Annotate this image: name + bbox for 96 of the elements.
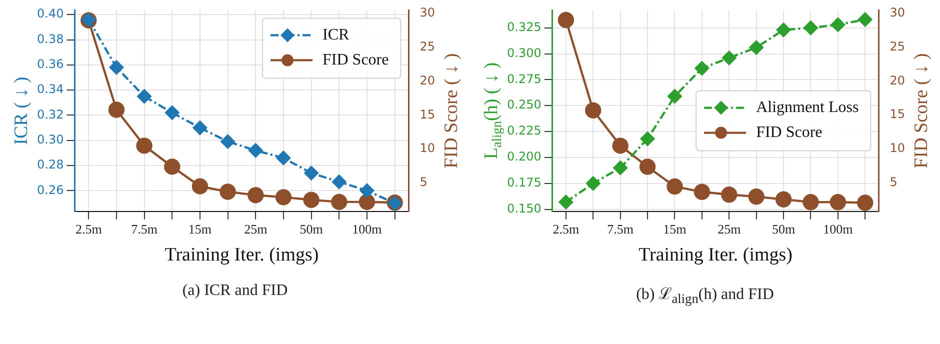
point [192,120,208,135]
x-tick-label: 15m [188,222,212,237]
point [220,134,235,149]
y2-axis-title: FID Score ( ↓ ) [910,53,932,168]
point [639,158,656,175]
y-tick-label: 0.38 [37,32,64,46]
point [668,89,682,104]
point [804,20,818,35]
y2-tick-label: 10 [420,141,436,156]
point [109,60,124,75]
x-axis-title: Training Iter. (imgs) [638,244,793,266]
point [722,50,736,66]
y-tick-label: 0.30 [37,132,64,146]
x-tick-label: 2.5m [552,222,580,237]
point [857,194,874,211]
y2-tick-label: 20 [890,73,906,88]
point [775,191,792,208]
point [248,143,263,158]
y-tick-label: 0.175 [506,176,542,190]
x-tick-label: 15m [663,222,686,237]
point [358,194,376,210]
legend-label: ICR [322,26,350,44]
point [830,194,846,210]
y2-tick-label: 10 [890,141,906,156]
y-tick-label: 0.200 [506,150,542,164]
y-axis-title: ICR ( ↓ ) [10,76,32,145]
x-tick-label: 50m [300,222,323,237]
y-tick-label: 0.250 [506,98,542,112]
point [137,89,152,104]
x-tick-label: 2.5m [75,222,102,237]
y-axis-title: Lalign(h) ( ↓ ) [480,62,504,160]
y-tick-label: 0.225 [506,124,542,138]
y2-axis-title: FID Score ( ↓ ) [440,53,462,168]
point [165,106,180,120]
point [558,194,574,210]
point [802,194,819,210]
x-tick-label: 100m [352,222,382,237]
y-tick-label: 0.40 [37,6,64,21]
point [164,158,180,175]
y-tick-label: 0.325 [506,20,542,34]
y2-tick-label: 30 [890,5,906,20]
point [749,40,764,55]
text: (b) ℒ$_{align}$(h) and FID [635,285,775,308]
y2-tick-label: 30 [420,6,436,20]
point [776,22,791,38]
y2-tick-label: 20 [420,73,436,88]
point [830,18,846,32]
x-tick-label: 7.5m [607,222,634,237]
point [360,184,374,198]
legend-label: FID Score [756,124,822,142]
point [248,187,264,204]
x-tick-label: 25m [718,222,741,237]
point [694,184,710,200]
x-tick-label: 100m [823,222,853,237]
text: (a) ICR and FID [181,282,289,300]
point [694,61,710,76]
y-tick-label: 0.32 [37,107,64,122]
point [276,150,291,166]
point [666,178,683,195]
y2-tick-label: 25 [890,39,906,54]
y-tick-label: 0.28 [37,158,64,172]
y-tick-label: 0.34 [37,82,64,96]
y2-tick-label: 25 [420,40,436,54]
x-axis-title: Training Iter. (imgs) [164,244,319,266]
point [858,12,872,27]
point [331,194,348,210]
point [586,176,600,190]
y-tick-label: 0.275 [506,72,542,86]
point [613,160,628,175]
x-tick-label: 7.5m [131,222,158,237]
x-tick-label: 50m [772,222,796,237]
point [192,178,208,194]
point [136,138,152,154]
legend-label: Alignment Loss [756,99,859,116]
point [585,102,602,118]
point [303,192,320,208]
y-tick-label: 0.26 [37,182,64,197]
point [748,188,764,205]
point [612,138,628,154]
point [721,186,738,203]
point [558,12,574,28]
point [108,102,125,118]
point [640,132,655,146]
y-tick-label: 0.36 [37,57,64,72]
x-tick-label: 25m [244,222,268,237]
point [304,166,318,180]
y-tick-label: 0.300 [506,46,542,60]
y2-tick-label: 15 [890,107,906,122]
y2-tick-label: 15 [420,107,436,122]
point [220,184,236,200]
point [275,189,292,206]
y2-tick-label: 5 [890,175,898,190]
y2-tick-label: 5 [420,175,428,190]
y-tick-label: 0.150 [506,201,542,216]
legend-label: FID Score [322,51,389,68]
point [332,174,346,189]
